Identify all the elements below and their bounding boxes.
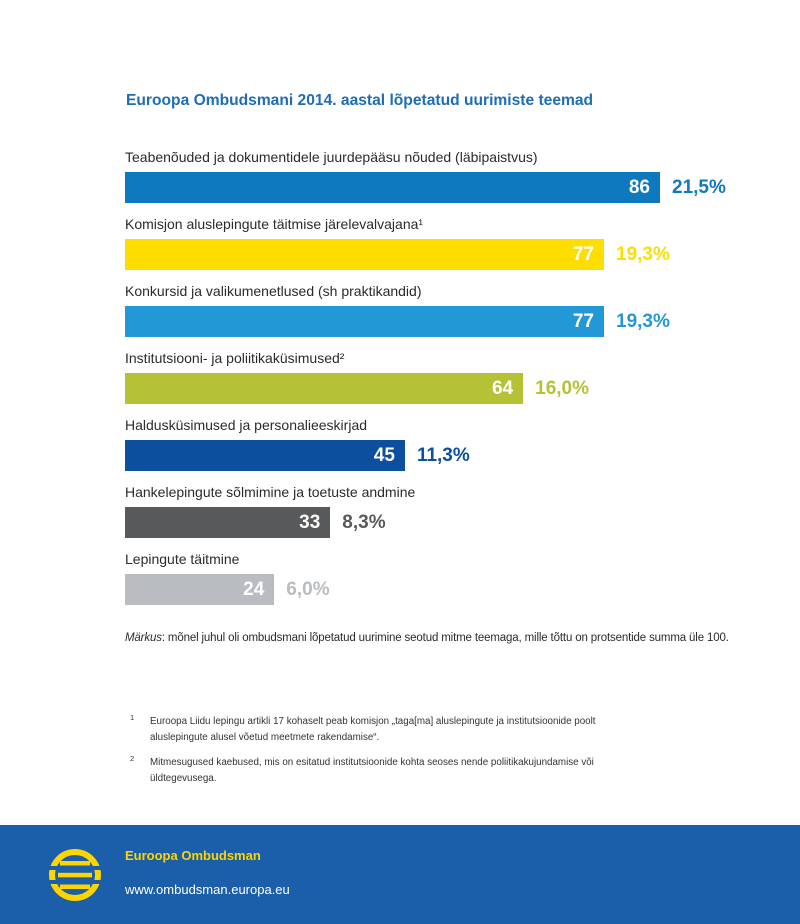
footnote-mark: 1 (130, 713, 135, 722)
footer: Euroopa Ombudsman www.ombudsman.europa.e… (0, 825, 800, 924)
category-label-7: Lepingute täitmine (125, 551, 240, 567)
footnote-mark: 2 (130, 754, 135, 763)
value-label-5: 45 (373, 445, 395, 466)
bar-row-6: Hankelepingute sõlmimine ja toetuste and… (125, 482, 785, 549)
value-label-6: 33 (299, 512, 321, 533)
footnote-line: Euroopa Liidu lepingu artikli 17 kohasel… (150, 716, 596, 727)
bar-row-4: Institutsiooni- ja poliitikaküsimused² 64… (125, 348, 785, 415)
value-label-7: 24 (243, 579, 265, 600)
bar-row-5: Haldusküsimused ja personalieeskirjad 45 1… (125, 415, 785, 482)
chart-title: Euroopa Ombudsmani 2014. aastal lõpetatu… (126, 92, 594, 109)
organization-name: Euroopa Ombudsman (125, 848, 261, 863)
bar-row-2: Komisjon aluslepingute täitmise järeleva… (125, 214, 785, 281)
category-label-1: Teabenõuded ja dokumentidele juurdepääsu… (125, 149, 538, 165)
value-label-3: 77 (572, 311, 594, 332)
category-label-2: Komisjon aluslepingute täitmise järeleva… (125, 216, 424, 232)
footnote-line: aluslepingute alusel võetud meetmete rak… (150, 732, 380, 743)
bar-2: 77 (125, 239, 604, 270)
percent-label-7: 6,0% (286, 579, 330, 600)
bar-6: 33 (125, 507, 331, 538)
bar-3: 77 (125, 306, 604, 337)
european-ombudsman-logo-icon (47, 849, 103, 901)
bar-5: 45 (125, 440, 405, 471)
category-label-5: Haldusküsimused ja personalieeskirjad (125, 417, 368, 433)
bar-row-1: Teabenõuded ja dokumentidele juurdepääsu… (125, 147, 785, 214)
note-text: : mõnel juhul oli ombudsmani lõpetatud u… (161, 632, 729, 644)
note-label: Märkus (125, 632, 162, 644)
value-label-1: 86 (628, 177, 650, 198)
bar-7: 24 (125, 574, 275, 605)
footnote-line: üldtegevusega. (150, 773, 217, 784)
percent-label-5: 11,3% (416, 445, 470, 466)
bar-row-7: Lepingute täitmine 24 6,0% (125, 549, 785, 616)
value-label-2: 77 (572, 244, 594, 265)
chart-note: Märkus: mõnel juhul oli ombudsmani lõpet… (125, 630, 729, 646)
bar-4: 64 (125, 373, 524, 404)
percent-label-1: 21,5% (672, 177, 726, 198)
website-link[interactable]: www.ombudsman.europa.eu (125, 882, 290, 897)
percent-label-2: 19,3% (616, 244, 670, 265)
category-label-3: Konkursid ja valikumenetlused (sh prakti… (125, 283, 422, 299)
category-label-6: Hankelepingute sõlmimine ja toetuste and… (125, 484, 416, 500)
value-label-4: 64 (491, 378, 514, 399)
percent-label-6: 8,3% (342, 512, 386, 533)
percent-label-3: 19,3% (616, 311, 670, 332)
bar-chart: Teabenõuded ja dokumentidele juurdepääsu… (125, 147, 785, 616)
footnote-line: Mitmesugused kaebused, mis on esitatud i… (150, 757, 594, 768)
bar-row-3: Konkursid ja valikumenetlused (sh prakti… (125, 281, 785, 348)
category-label-4: Institutsiooni- ja poliitikaküsimused² (125, 350, 345, 366)
percent-label-4: 16,0% (535, 378, 589, 399)
bar-1: 86 (125, 172, 660, 203)
